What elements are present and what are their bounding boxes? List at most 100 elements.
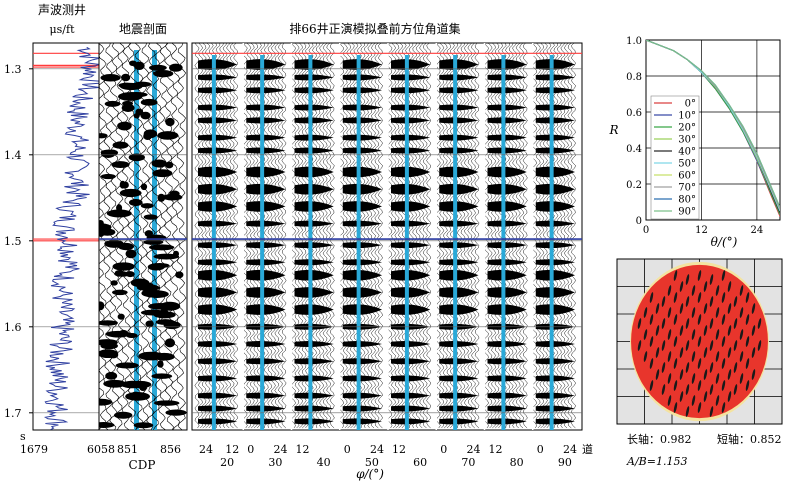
gather-wavelet: [439, 166, 479, 178]
gather-wavelet: [487, 375, 527, 382]
gather-wavelet: [198, 304, 238, 315]
gather-traces: [192, 43, 582, 430]
gather-top-left-label: 0: [440, 443, 447, 456]
gather-wavelet: [439, 147, 479, 154]
seismic-wavelet: [140, 203, 154, 209]
fracture-mark: [721, 358, 726, 369]
gather-wavelet: [535, 59, 575, 70]
fracture-mark: [673, 402, 678, 413]
gather-wavelet: [535, 201, 575, 212]
seismic-wavelet: [130, 278, 150, 288]
gather-wavelet: [487, 304, 527, 315]
fracture-mark: [727, 281, 732, 292]
gather-wavelet: [391, 259, 431, 266]
time-tick-label: 1.4: [4, 149, 22, 162]
seismic-wavelet: [145, 290, 169, 298]
fracture-mark: [709, 296, 714, 307]
fracture-mark: [643, 307, 648, 318]
time-axis: 1.3 1.4 1.5 1.6 1.7: [4, 63, 33, 420]
fracture-mark: [643, 329, 648, 340]
time-axis-unit: s: [20, 430, 26, 443]
gather-wavelet: [439, 259, 479, 266]
fracture-mark: [703, 369, 708, 380]
seismic-wavelet: [149, 262, 170, 269]
fracture-mark: [643, 351, 648, 362]
gather-wavelet: [391, 59, 431, 70]
fracture-mark: [691, 395, 696, 406]
gather-trace: [194, 43, 200, 429]
gather-wavelet: [535, 358, 575, 365]
seismic-wavelet: [165, 117, 175, 127]
gather-wavelet: [487, 183, 527, 195]
gather-wavelet: [198, 74, 238, 81]
fracture-mark: [697, 314, 702, 325]
gather-top-left-label: 12: [489, 443, 503, 456]
gather-wavelet: [198, 59, 238, 70]
seismic-wavelet: [153, 69, 174, 78]
gather-wavelet: [246, 287, 286, 298]
gather-xlabel: φ/(°): [356, 467, 384, 481]
gather-wavelet: [294, 269, 334, 281]
fracture-mark: [691, 373, 696, 384]
seismic-traces: [99, 43, 187, 430]
gather-wavelet: [391, 74, 431, 81]
fracture-mark: [679, 325, 684, 336]
well-x-min-label: 1679: [20, 443, 48, 456]
fracture-mark: [715, 395, 720, 406]
fracture-mark: [703, 303, 708, 314]
fracture-mark: [739, 307, 744, 318]
gather-wavelet: [342, 220, 382, 227]
seismic-wavelet: [140, 111, 151, 120]
fracture-mark: [715, 329, 720, 340]
fracture-mark: [685, 340, 690, 351]
gather-wavelet: [391, 269, 431, 281]
gather-wavelet: [535, 220, 575, 227]
fracture-mark: [685, 274, 690, 285]
seismic-wavelet: [133, 113, 140, 119]
gather-wavelet: [294, 405, 334, 412]
seismic-wavelet: [165, 409, 187, 416]
seismic-xlabel: CDP: [129, 458, 156, 472]
fracture-mark: [709, 362, 714, 373]
gather-trace: [419, 43, 425, 429]
gather-top-right-label: 24: [467, 443, 481, 456]
gather-wavelet: [439, 74, 479, 81]
seismic-wavelet: [105, 371, 118, 380]
gather-trace: [229, 43, 235, 429]
fracture-mark: [751, 347, 756, 358]
fracture-mark: [691, 285, 696, 296]
seismic-trace: [133, 43, 144, 430]
seismic-wavelet: [129, 60, 137, 67]
gather-top-left-label: 0: [247, 443, 254, 456]
gather-wavelet: [535, 104, 575, 111]
ratio-label: A/B=1.153: [626, 455, 687, 468]
gather-wavelet: [391, 358, 431, 365]
seismic-wavelet: [143, 214, 158, 220]
gather-wavelet: [535, 405, 575, 412]
seismic-wavelet: [117, 121, 132, 131]
gather-top-right-label: 24: [370, 443, 384, 456]
gather-wavelet: [246, 358, 286, 365]
seismic-panel-title: 地震剖面: [119, 22, 167, 36]
gather-highlight-trace: [308, 55, 313, 430]
gather-wavelet: [246, 74, 286, 81]
gather-wavelet: [535, 242, 575, 249]
gather-wavelet: [342, 418, 382, 425]
seismic-wavelet: [112, 262, 135, 271]
gather-wavelet: [246, 134, 286, 141]
gather-wavelet: [198, 375, 238, 382]
fracture-mark: [667, 351, 672, 362]
gather-wavelet: [342, 166, 382, 178]
fracture-mark: [649, 292, 654, 303]
fracture-mark: [637, 318, 642, 329]
seismic-wavelet: [117, 313, 125, 320]
reflectivity-y-tick-label: 1.0: [626, 36, 642, 47]
gather-wavelet: [439, 375, 479, 382]
fracture-mark: [685, 406, 690, 417]
fracture-mark: [721, 402, 726, 413]
gather-wavelet: [487, 220, 527, 227]
legend-label: 70°: [678, 183, 696, 194]
gather-wavelet: [246, 242, 286, 249]
fracture-mark: [673, 314, 678, 325]
reflectivity-y-tick-label: 0.2: [626, 180, 642, 191]
